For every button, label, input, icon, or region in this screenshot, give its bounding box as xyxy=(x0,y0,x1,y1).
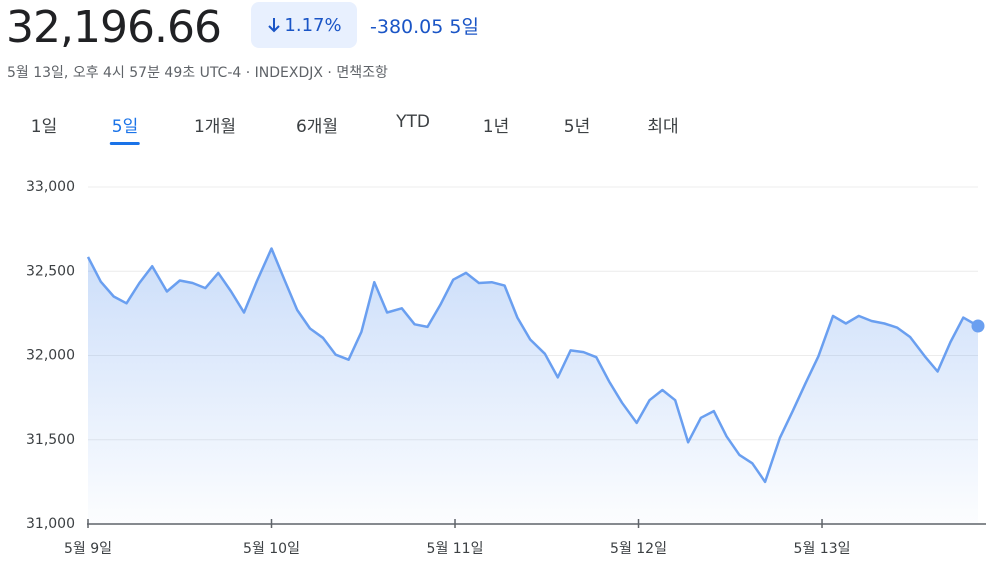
price: 32,196.66 xyxy=(6,2,222,53)
timestamp: 5월 13일, 오후 4시 57분 49초 UTC-4 xyxy=(7,65,242,81)
range-tab[interactable]: 5일 xyxy=(109,112,141,145)
range-tab[interactable]: 1개월 xyxy=(193,117,237,137)
y-tick-label: 32,000 xyxy=(26,348,75,364)
subtitle: 5월 13일, 오후 4시 57분 49초 UTC-4 · INDEXDJX ·… xyxy=(7,65,388,81)
change-percent: 1.17% xyxy=(284,14,342,36)
range-tab[interactable]: 1일 xyxy=(30,117,58,137)
exchange: INDEXDJX xyxy=(254,65,323,81)
x-tick-label: 5월 13일 xyxy=(794,541,851,557)
y-tick-label: 33,000 xyxy=(26,179,75,195)
change-abs: -380.05 xyxy=(370,16,444,38)
range-tab[interactable]: 1년 xyxy=(482,117,510,137)
price-line xyxy=(86,247,979,484)
range-tabs: 1일 5일 1개월 6개월 YTD 1년 5년 최대 xyxy=(0,112,720,146)
range-tab[interactable]: YTD xyxy=(396,112,430,132)
range-tab[interactable]: 5년 xyxy=(563,117,591,137)
range-tab[interactable]: 6개월 xyxy=(295,117,339,137)
y-tick-label: 31,500 xyxy=(26,432,75,448)
x-tick-label: 5월 10일 xyxy=(243,541,300,557)
x-tick-label: 5월 12일 xyxy=(610,541,667,557)
down-arrow xyxy=(268,18,281,33)
y-tick-label: 32,500 xyxy=(26,263,75,279)
x-tick-label: 5월 11일 xyxy=(427,541,484,557)
period: 5일 xyxy=(449,16,479,38)
last-point xyxy=(971,319,985,333)
change-badge: 1.17% xyxy=(251,2,357,48)
disclaimer[interactable]: 면책조항 xyxy=(336,65,388,81)
y-tick-label: 31,000 xyxy=(26,516,75,532)
area xyxy=(88,248,978,524)
range-tab[interactable]: 최대 xyxy=(647,117,679,137)
x-tick-label: 5월 9일 xyxy=(64,541,112,557)
change: -380.05 5일 xyxy=(370,12,479,39)
